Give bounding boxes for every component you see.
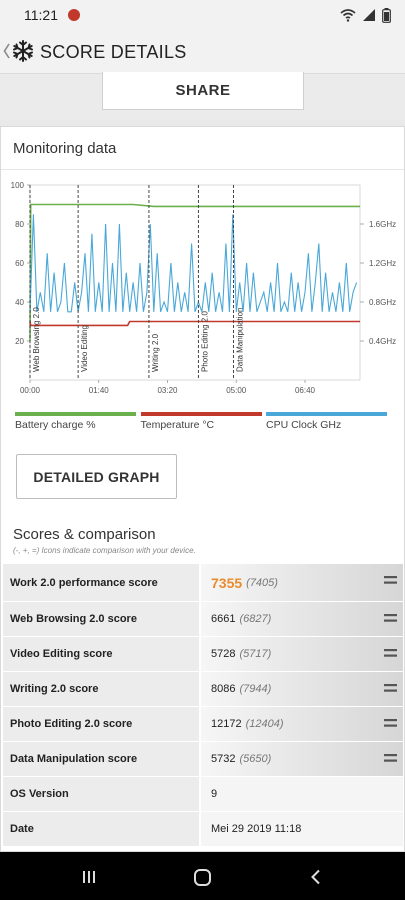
- share-area: SHARE: [0, 72, 405, 120]
- score-label: Web Browsing 2.0 score: [3, 602, 199, 636]
- info-value: 9: [201, 777, 403, 811]
- x-tick-label: 00:00: [20, 386, 41, 395]
- series-line-cpu-clock-ghz: [29, 214, 358, 313]
- score-value-cell: 5732 (5650): [201, 742, 403, 776]
- section-label: Video Editing: [80, 325, 89, 372]
- y-left-tick-label: 80: [15, 220, 24, 229]
- navigation-bar: [0, 852, 405, 900]
- score-value-cell: 6661 (6827): [201, 602, 403, 636]
- snowflake-icon: [13, 40, 33, 62]
- legend-label: Temperature °C: [140, 419, 215, 431]
- signal-icon: [363, 9, 375, 21]
- score-value: 5732: [211, 753, 236, 765]
- score-value: 7355: [211, 574, 243, 591]
- table-row[interactable]: Web Browsing 2.0 score 6661 (6827): [3, 602, 403, 637]
- scores-title: Scores & comparison: [13, 526, 156, 543]
- legend-swatch: [15, 412, 136, 416]
- info-value: Mei 29 2019 11:18: [201, 812, 403, 846]
- table-row[interactable]: Video Editing score 5728 (5717): [3, 637, 403, 672]
- status-bar: 11:21: [0, 0, 405, 30]
- monitoring-card: Monitoring data 100 80 60 40 20 1.6GHz 1.2GHz 0…: [0, 126, 405, 852]
- score-value-cell: 8086 (7944): [201, 672, 403, 706]
- legend-swatch: [140, 412, 262, 416]
- x-tick-label: 03:20: [157, 386, 178, 395]
- recent-apps-icon[interactable]: [82, 870, 96, 884]
- reference-score: (5717): [239, 648, 272, 660]
- table-row[interactable]: Data Manipulation score 5732 (5650): [3, 742, 403, 777]
- back-arrow-icon[interactable]: [3, 40, 11, 62]
- table-row: OS Version 9: [3, 777, 403, 812]
- x-tick-label: 01:40: [89, 386, 110, 395]
- battery-icon: [382, 7, 391, 23]
- section-label: Web Browsing 2.0: [32, 307, 41, 372]
- score-label: Writing 2.0 score: [3, 672, 199, 706]
- wifi-icon: [340, 9, 356, 22]
- reference-score: (7405): [246, 576, 278, 589]
- legend-swatch: [266, 412, 387, 416]
- equal-icon: [384, 576, 397, 584]
- table-row[interactable]: Photo Editing 2.0 score 12172 (12404): [3, 707, 403, 742]
- score-value: 6661: [211, 613, 236, 625]
- y-right-tick-label: 1.6GHz: [369, 220, 396, 229]
- legend-label: CPU Clock GHz: [266, 419, 342, 431]
- reference-score: (7944): [239, 683, 272, 695]
- score-label: Work 2.0 performance score: [3, 564, 199, 601]
- notification-icon: [68, 9, 80, 21]
- equal-icon: [384, 614, 397, 622]
- section-label: Data Manipulation: [236, 308, 245, 372]
- y-right-tick-label: 1.2GHz: [369, 259, 396, 268]
- score-label: Photo Editing 2.0 score: [3, 707, 199, 741]
- scores-subtitle: (-, +, =) Icons indicate comparison with…: [13, 546, 196, 555]
- info-label: OS Version: [3, 777, 199, 811]
- x-tick-label: 06:40: [295, 386, 316, 395]
- detailed-graph-button[interactable]: DETAILED GRAPH: [16, 454, 177, 499]
- score-value-cell: 5728 (5717): [201, 637, 403, 671]
- app-bar: SCORE DETAILS: [0, 30, 405, 74]
- y-left-tick-label: 40: [15, 298, 24, 307]
- score-value: 12172: [211, 718, 242, 730]
- score-value: 5728: [211, 648, 236, 660]
- legend-label: Battery charge %: [15, 419, 96, 431]
- series-line-temperature-c: [29, 320, 360, 327]
- table-row[interactable]: Work 2.0 performance score 7355 (7405): [3, 564, 403, 602]
- score-label: Data Manipulation score: [3, 742, 199, 776]
- chart-legend: Battery charge % Temperature °C CPU Clock …: [15, 412, 392, 438]
- section-label: Writing 2.0: [151, 333, 160, 372]
- y-right-tick-label: 0.8GHz: [369, 298, 396, 307]
- equal-icon: [384, 719, 397, 727]
- page-title: SCORE DETAILS: [40, 42, 187, 62]
- monitoring-chart[interactable]: 100 80 60 40 20 1.6GHz 1.2GHz 0.8GHz 0.4GHz 00:00…: [1, 177, 404, 407]
- info-label: Date: [3, 812, 199, 846]
- score-value-cell: 12172 (12404): [201, 707, 403, 741]
- monitoring-title: Monitoring data: [13, 140, 117, 157]
- divider: [1, 169, 404, 170]
- table-row: Date Mei 29 2019 11:18: [3, 812, 403, 847]
- x-tick-label: 05:00: [226, 386, 247, 395]
- reference-score: (12404): [245, 718, 284, 730]
- status-icons: [340, 6, 391, 24]
- y-left-tick-label: 60: [15, 259, 24, 268]
- y-left-tick-label: 100: [11, 181, 25, 190]
- equal-icon: [384, 649, 397, 657]
- y-left-tick-label: 20: [15, 337, 24, 346]
- score-value-cell: 7355 (7405): [201, 564, 403, 601]
- status-time: 11:21: [24, 7, 58, 23]
- share-button[interactable]: SHARE: [102, 72, 304, 110]
- score-value: 8086: [211, 683, 236, 695]
- scores-table: Work 2.0 performance score 7355 (7405) W…: [3, 564, 403, 847]
- y-right-tick-label: 0.4GHz: [369, 337, 396, 346]
- score-label: Video Editing score: [3, 637, 199, 671]
- equal-icon: [384, 684, 397, 692]
- series-line-battery-charge-: [29, 203, 360, 342]
- table-row[interactable]: Writing 2.0 score 8086 (7944): [3, 672, 403, 707]
- home-icon[interactable]: [194, 869, 211, 886]
- reference-score: (5650): [239, 753, 272, 765]
- section-label: Photo Editing 2.0: [200, 311, 209, 372]
- equal-icon: [384, 754, 397, 762]
- reference-score: (6827): [239, 613, 272, 625]
- back-icon[interactable]: [310, 869, 322, 885]
